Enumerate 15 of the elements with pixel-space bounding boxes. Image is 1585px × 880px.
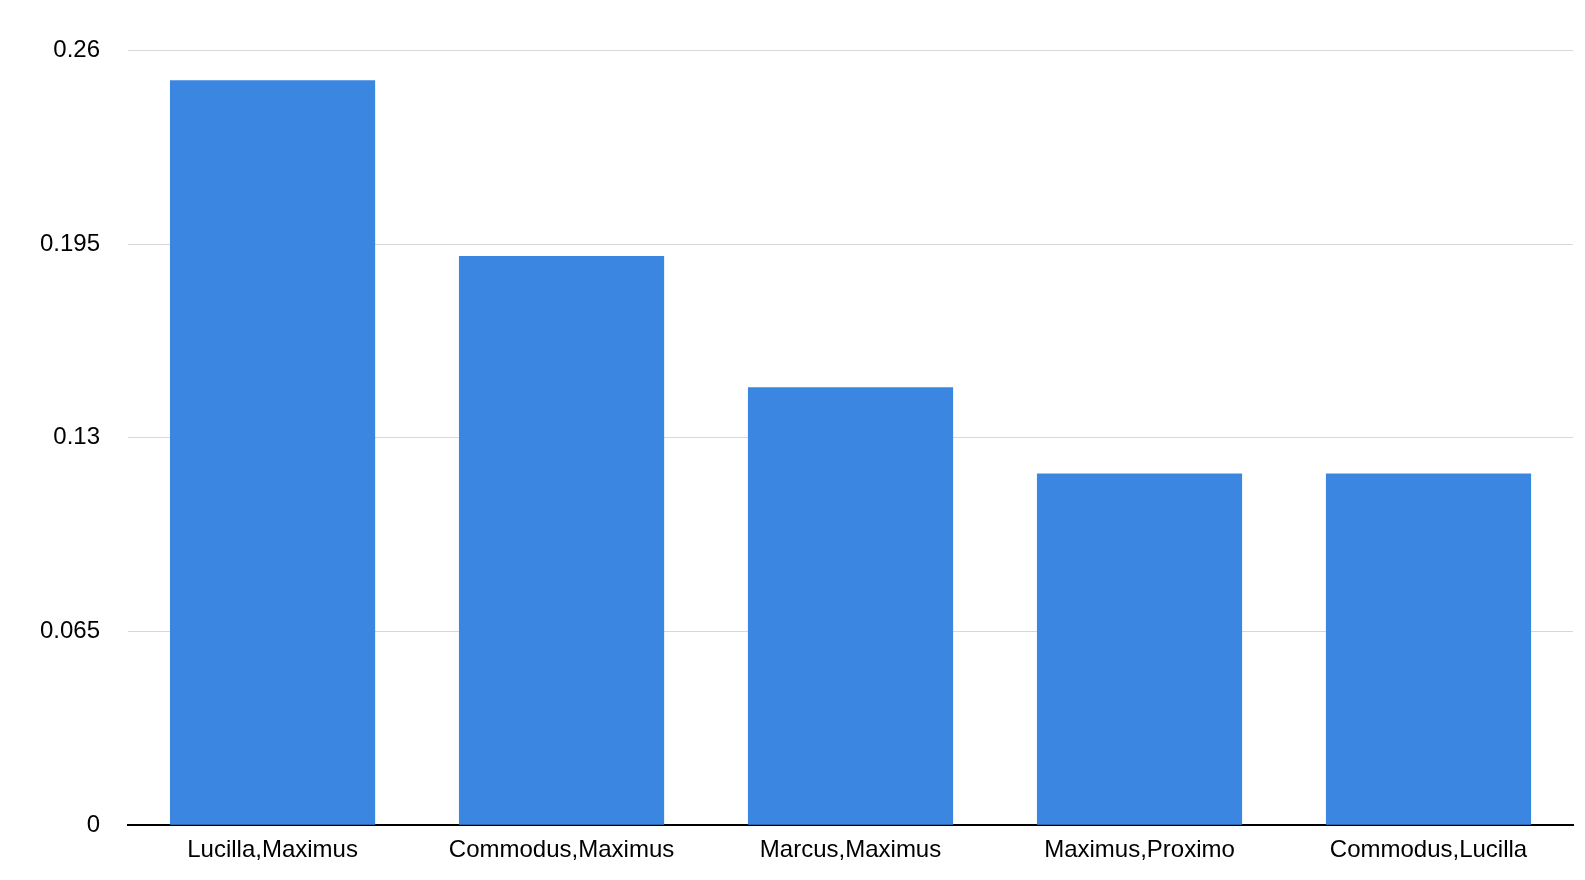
y-tick-label: 0.13 [53,422,101,450]
x-tick-label: Commodus,Lucilla [1329,835,1528,863]
x-tick-label: Commodus,Maximus [448,835,675,863]
bar [1325,473,1532,825]
bar [747,387,954,825]
y-tick-label: 0.26 [53,35,101,63]
y-tick-label: 0 [86,809,101,837]
x-tick-label: Lucilla,Maximus [187,835,358,863]
bar [1036,473,1243,825]
bar [169,80,376,825]
bar [458,256,665,825]
y-tick-label: 0.195 [40,228,101,256]
x-tick-label: Marcus,Maximus [759,835,942,863]
y-tick-label: 0.065 [40,616,101,644]
x-tick-label: Maximus,Proximo [1044,835,1235,863]
